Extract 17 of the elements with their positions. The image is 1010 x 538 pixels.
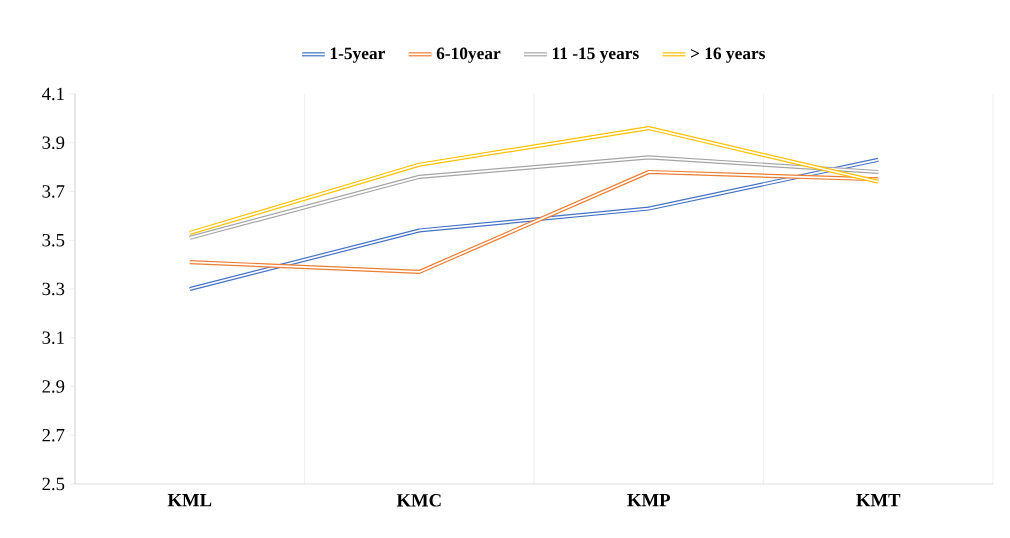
y-tick-label: 3.3 bbox=[42, 282, 65, 296]
legend-label: 6-10year bbox=[436, 47, 501, 63]
x-tick-label: KMT bbox=[856, 494, 901, 507]
y-tick-label: 4.1 bbox=[41, 87, 64, 101]
x-tick-label: KMC bbox=[396, 494, 441, 507]
legend-label: 11 -15 years bbox=[552, 47, 639, 63]
y-tick-label: 3.7 bbox=[42, 185, 65, 198]
y-tick-label: 3.5 bbox=[42, 233, 65, 247]
y-tick-label: 2.7 bbox=[42, 428, 65, 442]
legend-label: > 16 years bbox=[690, 47, 765, 63]
y-tick-label: 2.5 bbox=[42, 477, 65, 491]
legend-label: 1-5year bbox=[330, 47, 385, 63]
y-tick-label: 3.1 bbox=[42, 331, 64, 345]
y-tick-label: 3.9 bbox=[42, 136, 65, 150]
x-tick-label: KMP bbox=[627, 494, 670, 507]
y-tick-label: 2.9 bbox=[42, 380, 65, 393]
x-tick-label: KML bbox=[167, 494, 212, 507]
